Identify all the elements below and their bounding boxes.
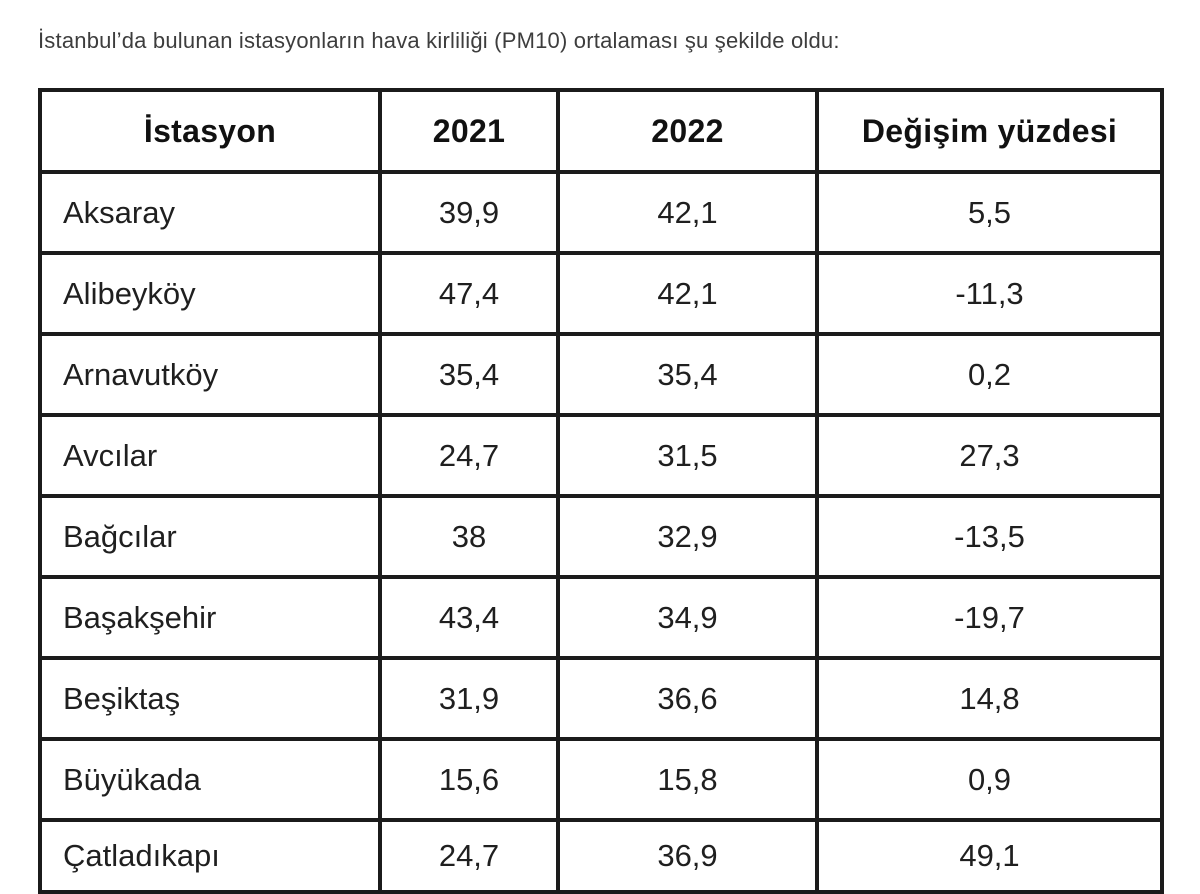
table-row: Alibeyköy 47,4 42,1 -11,3 [40,253,1162,334]
value-2022-cell: 35,4 [558,334,817,415]
value-2021-cell: 47,4 [380,253,558,334]
station-name-cell: Çatladıkapı [40,820,380,892]
table-caption: İstanbul’da bulunan istasyonların hava k… [38,28,840,53]
table-row: Büyükada 15,6 15,8 0,9 [40,739,1162,820]
value-2021-cell: 38 [380,496,558,577]
change-pct-cell: 49,1 [817,820,1162,892]
value-2021-cell: 39,9 [380,172,558,253]
table-row: Bağcılar 38 32,9 -13,5 [40,496,1162,577]
value-2022-cell: 34,9 [558,577,817,658]
change-pct-cell: -11,3 [817,253,1162,334]
column-header-2022: 2022 [558,90,817,172]
value-2022-cell: 36,9 [558,820,817,892]
station-name-cell: Alibeyköy [40,253,380,334]
column-header-2021: 2021 [380,90,558,172]
column-header-istasyon: İstasyon [40,90,380,172]
station-name-cell: Avcılar [40,415,380,496]
station-name-cell: Bağcılar [40,496,380,577]
pm10-table: İstasyon 2021 2022 Değişim yüzdesi Aksar… [38,88,1164,894]
station-name-cell: Büyükada [40,739,380,820]
value-2021-cell: 35,4 [380,334,558,415]
change-pct-cell: -19,7 [817,577,1162,658]
value-2022-cell: 36,6 [558,658,817,739]
value-2022-cell: 42,1 [558,172,817,253]
value-2021-cell: 31,9 [380,658,558,739]
change-pct-cell: 14,8 [817,658,1162,739]
value-2021-cell: 43,4 [380,577,558,658]
change-pct-cell: 27,3 [817,415,1162,496]
table-row: Başakşehir 43,4 34,9 -19,7 [40,577,1162,658]
station-name-cell: Aksaray [40,172,380,253]
change-pct-cell: -13,5 [817,496,1162,577]
table-row: Arnavutköy 35,4 35,4 0,2 [40,334,1162,415]
station-name-cell: Beşiktaş [40,658,380,739]
change-pct-cell: 5,5 [817,172,1162,253]
value-2022-cell: 15,8 [558,739,817,820]
station-name-cell: Arnavutköy [40,334,380,415]
table-row: Avcılar 24,7 31,5 27,3 [40,415,1162,496]
value-2022-cell: 31,5 [558,415,817,496]
value-2021-cell: 24,7 [380,820,558,892]
value-2021-cell: 24,7 [380,415,558,496]
table-row: Aksaray 39,9 42,1 5,5 [40,172,1162,253]
station-name-cell: Başakşehir [40,577,380,658]
column-header-degisim: Değişim yüzdesi [817,90,1162,172]
change-pct-cell: 0,9 [817,739,1162,820]
change-pct-cell: 0,2 [817,334,1162,415]
table-row: Çatladıkapı 24,7 36,9 49,1 [40,820,1162,892]
table-row: Beşiktaş 31,9 36,6 14,8 [40,658,1162,739]
table-header-row: İstasyon 2021 2022 Değişim yüzdesi [40,90,1162,172]
value-2022-cell: 42,1 [558,253,817,334]
value-2022-cell: 32,9 [558,496,817,577]
value-2021-cell: 15,6 [380,739,558,820]
